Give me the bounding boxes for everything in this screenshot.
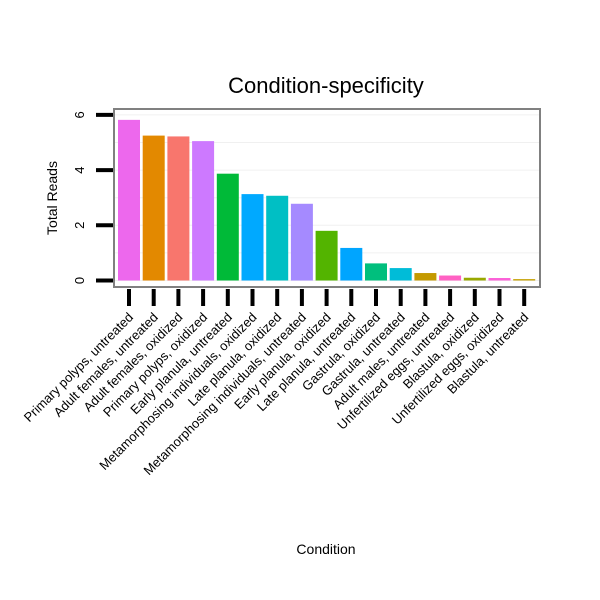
bar	[241, 194, 264, 281]
bar	[142, 135, 165, 281]
bar	[389, 268, 412, 281]
bar	[365, 263, 387, 281]
bar	[463, 277, 486, 281]
y-axis: 0 2 4 6	[72, 111, 113, 284]
x-axis-label: Condition	[296, 541, 355, 557]
bar	[414, 273, 437, 281]
bar	[266, 195, 289, 281]
bar	[488, 278, 511, 281]
bar	[167, 136, 190, 281]
bars	[118, 119, 536, 281]
bar	[340, 247, 363, 281]
bar	[315, 230, 338, 281]
y-tick-label: 6	[72, 111, 87, 118]
bar	[192, 141, 215, 281]
bar	[439, 275, 462, 281]
y-axis-label: Total Reads	[44, 161, 60, 235]
y-tick-label: 2	[72, 222, 87, 229]
bar	[216, 173, 239, 281]
bar	[513, 279, 536, 281]
y-tick-label: 4	[72, 166, 87, 173]
chart-title: Condition-specificity	[228, 73, 424, 98]
bar	[118, 119, 140, 281]
y-tick-label: 0	[72, 277, 87, 284]
bar	[290, 203, 313, 281]
plot-border	[113, 108, 541, 288]
